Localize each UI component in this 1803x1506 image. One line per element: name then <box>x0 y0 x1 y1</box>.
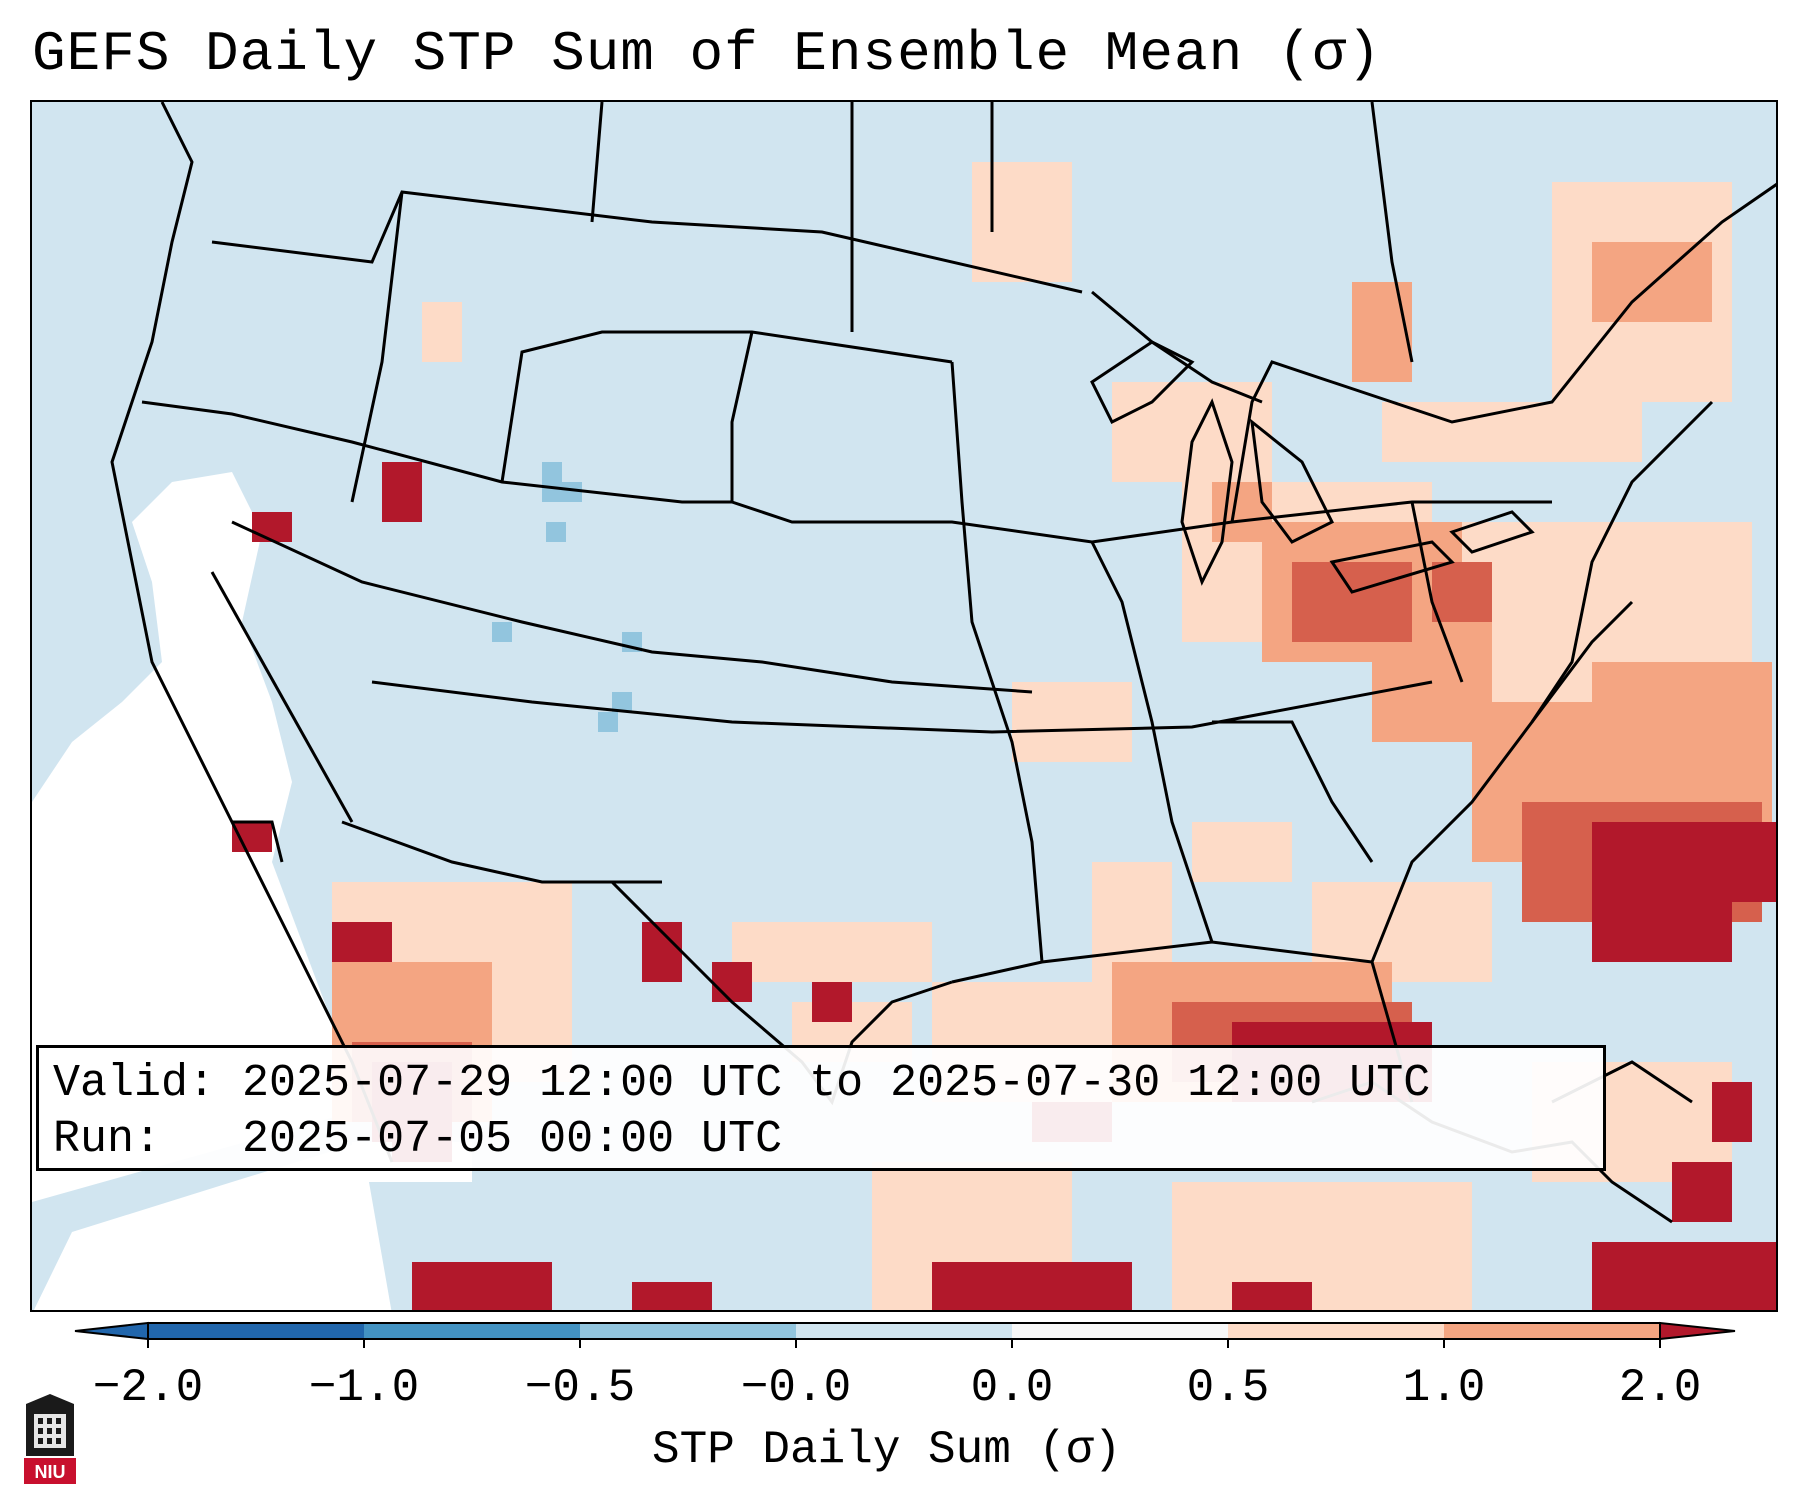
colorbar-segment <box>364 1323 580 1339</box>
colorbar-segment <box>148 1323 364 1339</box>
chart-title: GEFS Daily STP Sum of Ensemble Mean (σ) <box>32 22 1382 86</box>
colorbar-segment <box>1012 1323 1228 1339</box>
stp-negative <box>492 462 642 732</box>
run-label: Run: <box>53 1114 162 1165</box>
colorbar-tick-label: −1.0 <box>308 1362 420 1414</box>
run-value: 2025-07-05 00:00 UTC <box>242 1114 783 1165</box>
great-lakes <box>1090 340 1535 594</box>
logo-text: NIU <box>35 1462 66 1482</box>
niu-logo: NIU <box>24 1394 76 1484</box>
colorbar-tick-label: 0.5 <box>1186 1362 1270 1414</box>
colorbar-tick-label: −2.0 <box>92 1362 204 1414</box>
colorbar-segment <box>796 1323 1012 1339</box>
colorbar-extend-max <box>1659 1321 1736 1341</box>
colorbar-label: STP Daily Sum (σ) <box>652 1424 1122 1476</box>
colorbar-segment <box>1444 1323 1660 1339</box>
valid-run-info-box: Valid: 2025-07-29 12:00 UTC to 2025-07-3… <box>36 1045 1606 1171</box>
colorbar-extend-min <box>74 1321 149 1341</box>
colorbar-ticks <box>147 1339 1661 1348</box>
colorbar-segment <box>1228 1323 1444 1339</box>
colorbar-segment <box>580 1323 796 1339</box>
colorbar-tick-label: 2.0 <box>1618 1362 1702 1414</box>
colorbar-tick-label: −0.0 <box>740 1362 852 1414</box>
colorbar-tick-label: 1.0 <box>1402 1362 1486 1414</box>
colorbar-tick-label: −0.5 <box>524 1362 636 1414</box>
colorbar-tick-label: 0.0 <box>970 1362 1054 1414</box>
valid-value: 2025-07-29 12:00 UTC to 2025-07-30 12:00… <box>242 1058 1431 1109</box>
valid-label: Valid: <box>53 1058 216 1109</box>
